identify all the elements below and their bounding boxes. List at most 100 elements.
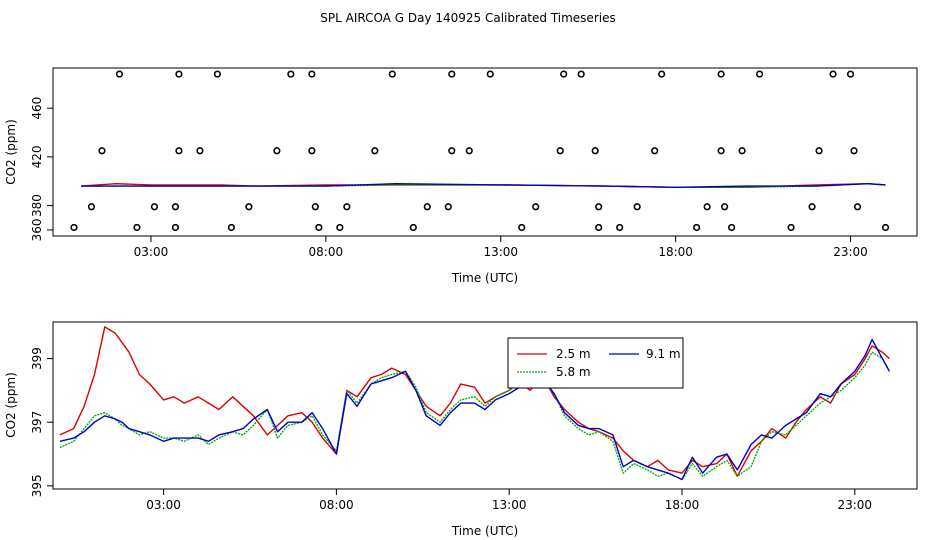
- top-series-9-1-m: [81, 182, 886, 189]
- top-marker-point: [846, 70, 855, 78]
- top-marker-point: [591, 147, 599, 155]
- top-x-axis-label: Time (UTC): [451, 271, 518, 285]
- top-marker-point: [703, 203, 711, 211]
- top-markers-group: [70, 70, 890, 232]
- top-marker-point: [308, 147, 316, 155]
- top-marker-point: [315, 223, 323, 232]
- top-marker-point: [371, 147, 379, 155]
- chart-title: SPL AIRCOA G Day 140925 Calibrated Times…: [320, 11, 615, 25]
- top-marker-point: [308, 70, 316, 78]
- top-marker-point: [133, 223, 141, 232]
- top-series-group: [80, 182, 886, 189]
- top-marker-point: [595, 223, 603, 232]
- bottom-plot-frame: [52, 321, 918, 490]
- top-marker-point: [721, 203, 729, 211]
- bottom-series-2-5-m: [59, 326, 890, 477]
- bottom-x-tick-label: 18:00: [665, 498, 700, 512]
- bottom-series-group: [59, 326, 891, 481]
- top-marker-point: [336, 223, 344, 232]
- top-marker-point: [150, 203, 159, 211]
- top-marker-point: [87, 203, 96, 211]
- top-plot-frame: [52, 67, 918, 237]
- bottom-x-tick-label: 23:00: [837, 498, 872, 512]
- top-marker-point: [853, 203, 862, 211]
- top-marker-point: [532, 203, 540, 211]
- top-marker-point: [486, 70, 494, 78]
- top-marker-point: [738, 147, 746, 155]
- top-marker-point: [556, 147, 564, 155]
- top-marker-point: [560, 70, 568, 78]
- top-marker-point: [388, 70, 396, 78]
- top-marker-point: [518, 223, 526, 232]
- legend-label-9-1m: 9.1 m: [646, 347, 681, 361]
- top-marker-point: [815, 147, 823, 155]
- bottom-series-5-8-m: [59, 351, 891, 481]
- top-marker-point: [311, 203, 319, 211]
- bottom-x-axis-label: Time (UTC): [451, 524, 518, 538]
- top-x-tick-label: 03:00: [134, 245, 169, 259]
- bottom-x-tick-label: 13:00: [492, 498, 527, 512]
- top-marker-point: [465, 147, 473, 155]
- top-marker-point: [171, 223, 180, 232]
- top-marker-point: [273, 147, 281, 155]
- legend-label-5-8m: 5.8 m: [556, 365, 591, 379]
- top-marker-point: [227, 223, 235, 232]
- bottom-x-axis: 03:00 08:00 13:00 18:00 23:00: [146, 489, 872, 512]
- bottom-y-tick-label: 395: [30, 474, 44, 497]
- top-x-tick-label: 23:00: [833, 245, 868, 259]
- top-y-tick-label: 380: [30, 194, 44, 217]
- top-x-tick-label: 08:00: [309, 245, 344, 259]
- top-y-axis-label: CO2 (ppm): [4, 119, 18, 185]
- bottom-panel: 03:00 08:00 13:00 18:00 23:00 395 397 399 Time…: [4, 321, 918, 538]
- bottom-x-tick-label: 03:00: [146, 498, 181, 512]
- top-y-tick-label: 360: [30, 218, 44, 241]
- bottom-series-9-1-m: [59, 338, 891, 481]
- top-marker-point: [693, 223, 701, 232]
- top-marker-point: [808, 203, 816, 211]
- top-marker-point: [829, 70, 837, 78]
- top-marker-point: [651, 147, 659, 155]
- top-marker-point: [717, 147, 725, 155]
- top-marker-point: [213, 70, 222, 78]
- top-marker-point: [881, 223, 890, 232]
- top-marker-point: [175, 70, 183, 78]
- top-marker-point: [755, 70, 764, 78]
- top-marker-point: [115, 70, 124, 78]
- top-marker-point: [577, 70, 585, 78]
- top-marker-point: [70, 223, 78, 232]
- top-marker-point: [444, 203, 452, 211]
- top-x-tick-label: 18:00: [658, 245, 693, 259]
- top-marker-point: [787, 223, 795, 232]
- bottom-y-axis: 395 397 399: [30, 347, 53, 497]
- bottom-y-tick-label: 397: [30, 411, 44, 434]
- top-marker-point: [98, 147, 106, 155]
- bottom-y-tick-label: 399: [30, 347, 44, 370]
- legend-label-2-5m: 2.5 m: [556, 347, 591, 361]
- top-marker-point: [448, 147, 456, 155]
- top-marker-point: [728, 223, 736, 232]
- top-y-tick-label: 460: [30, 97, 44, 120]
- top-marker-point: [595, 203, 603, 211]
- bottom-x-tick-label: 08:00: [319, 498, 354, 512]
- legend-box: [507, 337, 684, 389]
- top-marker-point: [633, 203, 641, 211]
- bottom-y-axis-label: CO2 (ppm): [4, 372, 18, 438]
- top-x-axis: 03:00 08:00 13:00 18:00 23:00: [134, 236, 868, 259]
- top-marker-point: [409, 223, 417, 232]
- top-marker-point: [245, 203, 253, 211]
- top-marker-point: [171, 203, 180, 211]
- top-y-tick-label: 420: [30, 145, 44, 168]
- top-marker-point: [196, 147, 204, 155]
- top-marker-point: [616, 223, 624, 232]
- top-marker-point: [658, 70, 666, 78]
- top-marker-point: [717, 70, 725, 78]
- top-x-tick-label: 13:00: [483, 245, 518, 259]
- legend: 2.5 m 9.1 m 5.8 m: [507, 337, 684, 389]
- top-marker-point: [343, 203, 351, 211]
- top-marker-point: [175, 147, 183, 155]
- top-marker-point: [287, 70, 295, 78]
- top-marker-point: [448, 70, 456, 78]
